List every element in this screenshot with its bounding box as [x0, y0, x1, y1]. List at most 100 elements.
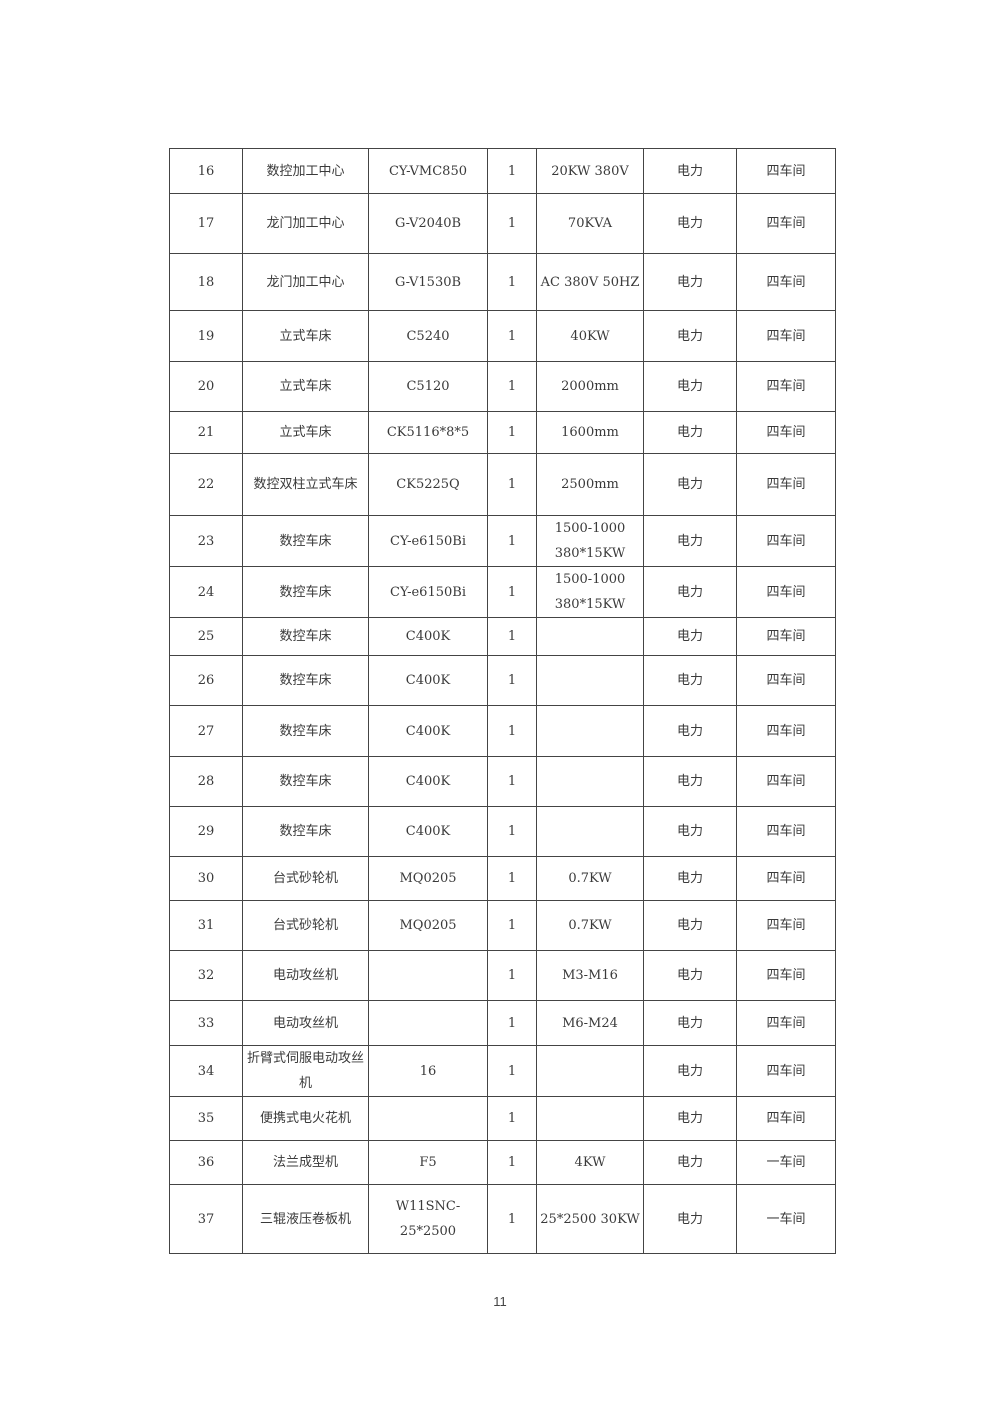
cell-energy: 电力: [643, 1000, 737, 1046]
cell-spec: 1500-1000 380*15KW: [536, 566, 644, 618]
cell-energy: 电力: [643, 566, 737, 618]
cell-spec: [536, 705, 644, 757]
cell-location: 四车间: [736, 566, 836, 618]
cell-name: 立式车床: [242, 411, 369, 454]
cell-model: [368, 950, 488, 1001]
cell-energy: 电力: [643, 856, 737, 901]
cell-name: 电动攻丝机: [242, 1000, 369, 1046]
cell-name: 折臂式伺服电动攻丝机: [242, 1045, 369, 1097]
cell-energy: 电力: [643, 253, 737, 311]
cell-spec: 70KVA: [536, 193, 644, 254]
table-row: 34 折臂式伺服电动攻丝机 16 1 电力 四车间: [169, 1045, 836, 1097]
cell-energy: 电力: [643, 361, 737, 412]
table-row: 36 法兰成型机 F5 1 4KW 电力 一车间: [169, 1140, 836, 1185]
table-row: 26 数控车床 C400K 1 电力 四车间: [169, 655, 836, 706]
cell-energy: 电力: [643, 756, 737, 807]
cell-index: 24: [169, 566, 243, 618]
cell-quantity: 1: [487, 1045, 537, 1097]
cell-location: 四车间: [736, 411, 836, 454]
cell-name: 龙门加工中心: [242, 253, 369, 311]
equipment-table: 16 数控加工中心 CY-VMC850 1 20KW 380V 电力 四车间 17 龙门加工中心…: [169, 148, 836, 1254]
cell-spec: [536, 756, 644, 807]
equipment-table-body: 16 数控加工中心 CY-VMC850 1 20KW 380V 电力 四车间 17 龙门加工中心…: [169, 148, 836, 1254]
cell-index: 26: [169, 655, 243, 706]
cell-location: 四车间: [736, 705, 836, 757]
cell-quantity: 1: [487, 1184, 537, 1254]
cell-model: G-V1530B: [368, 253, 488, 311]
table-row: 37 三辊液压卷板机 W11SNC-25*2500 1 25*2500 30KW 电力 一车…: [169, 1184, 836, 1254]
cell-location: 四车间: [736, 1045, 836, 1097]
table-row: 32 电动攻丝机 1 M3-M16 电力 四车间: [169, 950, 836, 1001]
cell-model: CY-e6150Bi: [368, 515, 488, 567]
cell-spec: 2000mm: [536, 361, 644, 412]
cell-name: 三辊液压卷板机: [242, 1184, 369, 1254]
cell-location: 四车间: [736, 806, 836, 857]
table-row: 28 数控车床 C400K 1 电力 四车间: [169, 756, 836, 807]
cell-model: C400K: [368, 806, 488, 857]
cell-energy: 电力: [643, 1096, 737, 1141]
cell-spec: 1500-1000 380*15KW: [536, 515, 644, 567]
cell-name: 数控加工中心: [242, 148, 369, 194]
cell-energy: 电力: [643, 1045, 737, 1097]
table-row: 29 数控车床 C400K 1 电力 四车间: [169, 806, 836, 857]
cell-energy: 电力: [643, 193, 737, 254]
cell-model: C400K: [368, 756, 488, 807]
cell-model: C400K: [368, 655, 488, 706]
cell-quantity: 1: [487, 756, 537, 807]
cell-spec: [536, 1096, 644, 1141]
cell-energy: 电力: [643, 515, 737, 567]
cell-index: 36: [169, 1140, 243, 1185]
table-row: 33 电动攻丝机 1 M6-M24 电力 四车间: [169, 1000, 836, 1046]
cell-spec: [536, 806, 644, 857]
cell-location: 四车间: [736, 900, 836, 951]
cell-location: 四车间: [736, 310, 836, 362]
table-row: 24 数控车床 CY-e6150Bi 1 1500-1000 380*15KW 电力 四车间: [169, 566, 836, 618]
cell-model: MQ0205: [368, 856, 488, 901]
cell-location: 四车间: [736, 856, 836, 901]
cell-index: 18: [169, 253, 243, 311]
cell-location: 四车间: [736, 148, 836, 194]
cell-location: 四车间: [736, 193, 836, 254]
cell-name: 数控车床: [242, 705, 369, 757]
table-row: 19 立式车床 C5240 1 40KW 电力 四车间: [169, 310, 836, 362]
cell-energy: 电力: [643, 900, 737, 951]
cell-quantity: 1: [487, 253, 537, 311]
cell-quantity: 1: [487, 361, 537, 412]
page-number: 11: [493, 1294, 507, 1309]
cell-quantity: 1: [487, 856, 537, 901]
cell-model: C400K: [368, 705, 488, 757]
cell-quantity: 1: [487, 1096, 537, 1141]
cell-name: 数控双柱立式车床: [242, 453, 369, 516]
cell-index: 30: [169, 856, 243, 901]
cell-model: CK5225Q: [368, 453, 488, 516]
table-row: 22 数控双柱立式车床 CK5225Q 1 2500mm 电力 四车间: [169, 453, 836, 516]
cell-model: CY-VMC850: [368, 148, 488, 194]
cell-model: C5120: [368, 361, 488, 412]
cell-index: 19: [169, 310, 243, 362]
cell-spec: 1600mm: [536, 411, 644, 454]
cell-spec: M3-M16: [536, 950, 644, 1001]
cell-quantity: 1: [487, 900, 537, 951]
cell-model: C5240: [368, 310, 488, 362]
cell-energy: 电力: [643, 453, 737, 516]
cell-spec: [536, 655, 644, 706]
cell-name: 数控车床: [242, 756, 369, 807]
cell-energy: 电力: [643, 655, 737, 706]
table-row: 31 台式砂轮机 MQ0205 1 0.7KW 电力 四车间: [169, 900, 836, 951]
cell-index: 21: [169, 411, 243, 454]
table-row: 25 数控车床 C400K 1 电力 四车间: [169, 617, 836, 656]
cell-model: C400K: [368, 617, 488, 656]
cell-quantity: 1: [487, 453, 537, 516]
cell-location: 四车间: [736, 617, 836, 656]
cell-energy: 电力: [643, 1184, 737, 1254]
table-row: 16 数控加工中心 CY-VMC850 1 20KW 380V 电力 四车间: [169, 148, 836, 194]
cell-quantity: 1: [487, 617, 537, 656]
cell-energy: 电力: [643, 148, 737, 194]
cell-spec: AC 380V 50HZ: [536, 253, 644, 311]
cell-spec: [536, 1045, 644, 1097]
cell-location: 四车间: [736, 1000, 836, 1046]
cell-energy: 电力: [643, 1140, 737, 1185]
cell-name: 台式砂轮机: [242, 856, 369, 901]
cell-model: CY-e6150Bi: [368, 566, 488, 618]
cell-energy: 电力: [643, 705, 737, 757]
